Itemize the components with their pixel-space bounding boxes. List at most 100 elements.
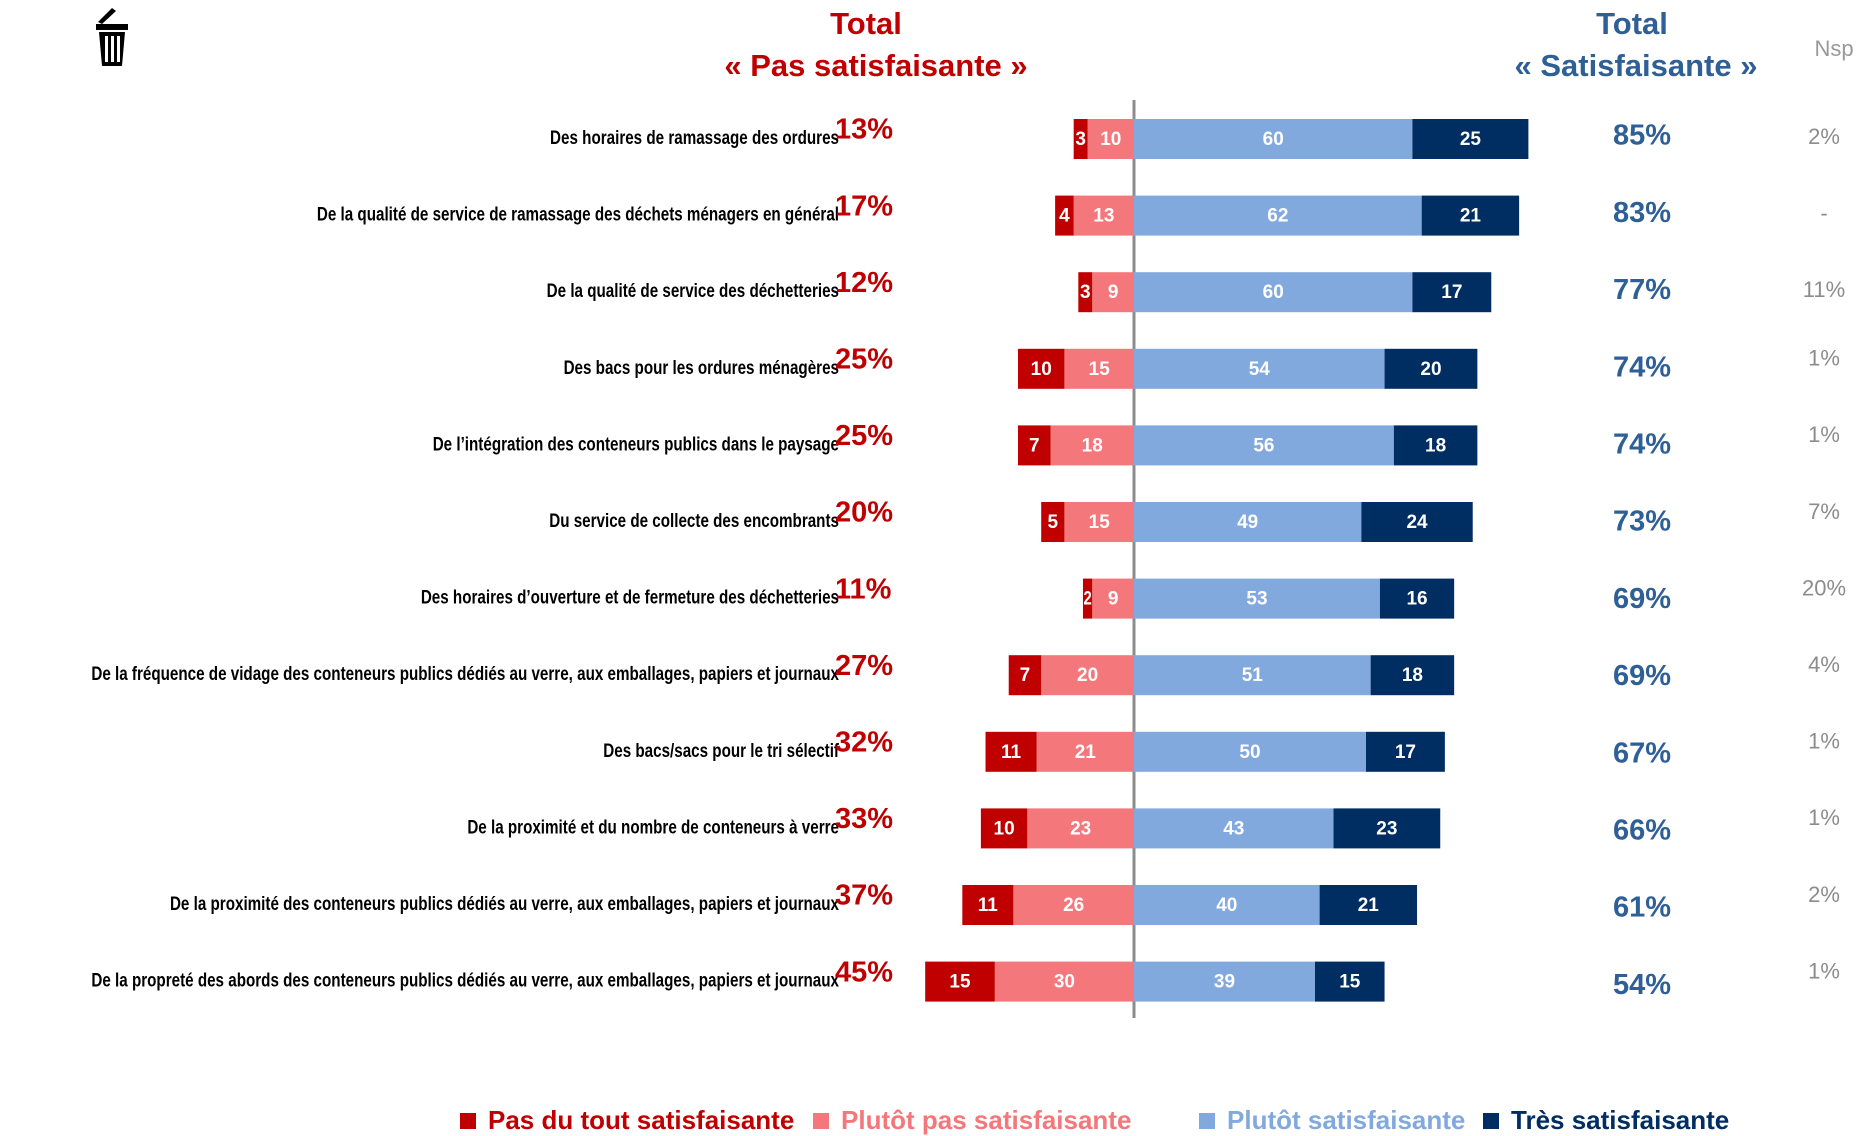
bar-value-label: 4 <box>1059 206 1070 227</box>
bar-segment <box>1134 272 1413 313</box>
legend-swatch <box>1483 1113 1499 1129</box>
bar-segment <box>1134 195 1422 236</box>
bar-segment <box>1027 808 1134 849</box>
header-left: Total <box>830 6 902 41</box>
total-negative: 25% <box>835 420 893 452</box>
bar-segment <box>1134 348 1385 389</box>
bar-value-label: 10 <box>1031 359 1052 380</box>
bar-value-label: 20 <box>1077 665 1098 686</box>
total-negative: 27% <box>835 650 893 682</box>
bar-value-label: 9 <box>1108 589 1119 610</box>
bar-value-label: 9 <box>1108 282 1119 303</box>
total-negative: 37% <box>835 880 893 912</box>
bar-segment <box>994 961 1134 1002</box>
bar-value-label: 17 <box>1441 282 1462 303</box>
bar-value-label: 2 <box>1083 589 1091 610</box>
bar-segment <box>1134 961 1315 1002</box>
bar-segment <box>1041 502 1065 542</box>
bar-value-label: 5 <box>1048 512 1059 533</box>
legend-swatch <box>1199 1113 1215 1129</box>
bar-value-label: 60 <box>1263 282 1284 303</box>
bar-segment <box>1384 348 1478 389</box>
bar-value-label: 21 <box>1075 742 1097 763</box>
bar-segment <box>1041 655 1134 696</box>
bar-value-label: 3 <box>1075 129 1086 150</box>
total-negative: 25% <box>835 343 893 375</box>
total-negative: 33% <box>835 803 893 835</box>
total-positive: 73% <box>1613 506 1671 538</box>
bar-value-label: 11 <box>978 895 999 916</box>
bar-value-label: 40 <box>1216 895 1237 916</box>
total-positive: 74% <box>1613 351 1671 383</box>
bar-value-label: 3 <box>1080 282 1091 303</box>
category-label: Des horaires de ramassage des ordures <box>550 128 839 149</box>
bar-segment <box>1064 502 1134 542</box>
bar-value-label: 18 <box>1402 665 1423 686</box>
total-positive: 69% <box>1613 583 1671 615</box>
bar-segment <box>1421 195 1520 236</box>
bar-value-label: 60 <box>1263 129 1284 150</box>
total-positive: 77% <box>1613 274 1671 306</box>
bar-value-label: 54 <box>1249 359 1271 380</box>
legend-swatch <box>813 1113 829 1129</box>
bar-value-label: 18 <box>1082 435 1103 456</box>
bar-segment <box>1064 348 1134 389</box>
bar-value-label: 24 <box>1406 512 1428 533</box>
bar-segment <box>1073 195 1134 236</box>
bar-value-label: 10 <box>1100 129 1121 150</box>
bar-value-label: 17 <box>1395 742 1416 763</box>
total-negative: 13% <box>835 114 893 146</box>
bar-value-label: 50 <box>1239 742 1260 763</box>
bar-segment <box>1018 425 1051 466</box>
bar-segment <box>1366 731 1445 772</box>
bar-segment <box>1036 731 1134 772</box>
total-negative: 45% <box>835 956 893 988</box>
nsp-value: 1% <box>1808 422 1840 447</box>
bar-value-label: 15 <box>1339 972 1361 993</box>
bar-value-label: 18 <box>1425 435 1446 456</box>
bar-value-label: 30 <box>1054 972 1075 993</box>
nsp-value: 1% <box>1808 805 1840 830</box>
bar-segment <box>1134 808 1334 849</box>
bar-segment <box>1092 272 1134 313</box>
bar-segment <box>1412 272 1492 313</box>
bar-value-label: 16 <box>1406 589 1427 610</box>
bar-value-label: 62 <box>1267 206 1288 227</box>
bar-value-label: 25 <box>1460 129 1482 150</box>
bar-segment <box>1379 578 1455 619</box>
category-label: De la proximité et du nombre de conteneu… <box>467 817 839 838</box>
category-label: De l’intégration des conteneurs publics … <box>433 434 839 455</box>
bar-segment <box>1319 885 1418 925</box>
legend-label: Pas du tout satisfaisante <box>488 1105 794 1135</box>
bar-segment <box>1092 578 1134 619</box>
bar-value-label: 15 <box>1089 359 1111 380</box>
nsp-value: 1% <box>1808 346 1840 371</box>
nsp-value: 7% <box>1808 499 1840 524</box>
nsp-value: 4% <box>1808 652 1840 677</box>
total-positive: 74% <box>1613 428 1671 460</box>
bar-segment <box>1412 119 1529 159</box>
legend-label: Plutôt pas satisfaisante <box>841 1105 1131 1135</box>
header-left: « Pas satisfaisante » <box>724 48 1027 83</box>
bar-segment <box>1078 272 1093 313</box>
bar-segment <box>1134 502 1362 542</box>
bar-segment <box>925 961 995 1002</box>
bar-value-label: 20 <box>1420 359 1441 380</box>
category-label: Des bacs/sacs pour le tri sélectif <box>603 741 839 762</box>
total-negative: 17% <box>835 190 893 222</box>
bar-segment <box>1134 655 1371 696</box>
bar-value-label: 13 <box>1093 206 1114 227</box>
category-label: De la proximité des conteneurs publics d… <box>170 894 839 915</box>
nsp-value: 11% <box>1803 277 1845 302</box>
bar-segment <box>1073 119 1088 159</box>
bar-value-label: 21 <box>1460 206 1482 227</box>
total-positive: 69% <box>1613 660 1671 692</box>
total-negative: 20% <box>835 497 893 529</box>
bar-segment <box>1134 731 1366 772</box>
bar-segment <box>1055 195 1074 236</box>
bar-segment <box>1333 808 1441 849</box>
bar-segment <box>1314 961 1385 1002</box>
bar-value-label: 23 <box>1070 818 1091 839</box>
